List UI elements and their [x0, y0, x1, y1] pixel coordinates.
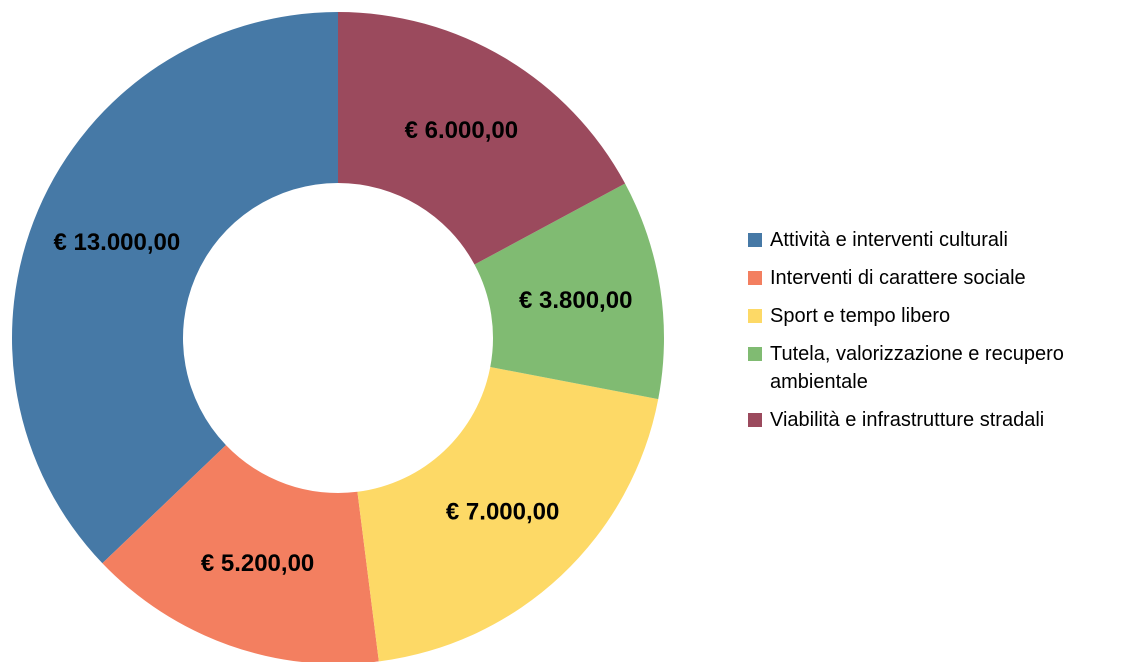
legend-item: Viabilità e infrastrutture stradali: [748, 406, 1118, 434]
legend-swatch: [748, 413, 762, 427]
value-label: € 7.000,00: [446, 499, 559, 526]
legend-label: Tutela, valorizzazione e recupero ambien…: [770, 343, 1064, 393]
legend-label: Viabilità e infrastrutture stradali: [770, 409, 1045, 431]
legend-label: Sport e tempo libero: [770, 305, 951, 327]
donut-slice: [357, 367, 659, 662]
legend-label: Attività e interventi culturali: [770, 229, 1008, 251]
legend-item: Tutela, valorizzazione e recupero ambien…: [748, 340, 1118, 396]
value-label: € 13.000,00: [53, 229, 180, 256]
legend-swatch: [748, 233, 762, 247]
legend-item: Sport e tempo libero: [748, 302, 1118, 330]
value-label: € 3.800,00: [519, 287, 632, 314]
donut-slice: [474, 183, 664, 400]
legend-label: Interventi di carattere sociale: [770, 267, 1026, 289]
legend-swatch: [748, 309, 762, 323]
legend-item: Attività e interventi culturali: [748, 226, 1118, 254]
donut-slice: [102, 445, 379, 662]
value-label: € 5.200,00: [201, 550, 314, 577]
donut-slice: [338, 12, 626, 265]
donut-slice: [11, 12, 339, 564]
value-label: € 6.000,00: [405, 117, 518, 144]
legend-swatch: [748, 271, 762, 285]
chart: € 13.000,00 € 5.200,00 € 7.000,00 € 3.800,0…: [11, 12, 664, 662]
legend-item: Interventi di carattere sociale: [748, 264, 1118, 292]
legend-swatch: [748, 347, 762, 361]
legend: Attività e interventi culturali Intervent…: [748, 226, 1118, 444]
